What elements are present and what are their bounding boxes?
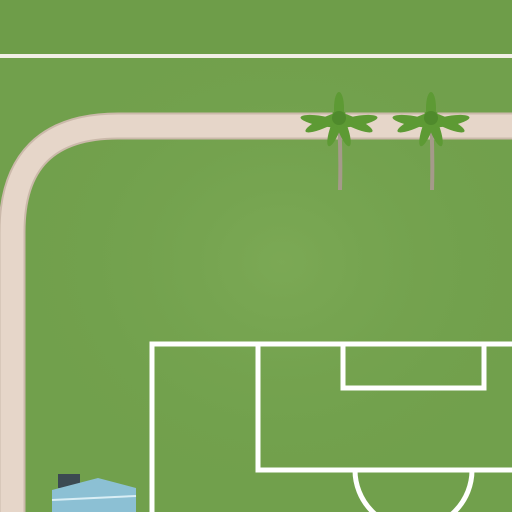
pitch-boundary-line xyxy=(149,341,512,512)
football-pitch xyxy=(149,341,512,512)
roof-panel xyxy=(52,478,136,512)
building-roof xyxy=(51,474,137,512)
palm-canopy xyxy=(392,92,470,147)
palm-tree xyxy=(300,92,378,190)
grass-top-strip xyxy=(0,0,512,54)
roof-ridge xyxy=(51,495,137,501)
goal-box xyxy=(340,344,487,391)
palm-canopy xyxy=(300,92,378,147)
palm-tree xyxy=(392,92,470,190)
penalty-arc xyxy=(352,469,475,512)
curved-walkway xyxy=(0,114,512,512)
penalty-box xyxy=(255,344,512,473)
